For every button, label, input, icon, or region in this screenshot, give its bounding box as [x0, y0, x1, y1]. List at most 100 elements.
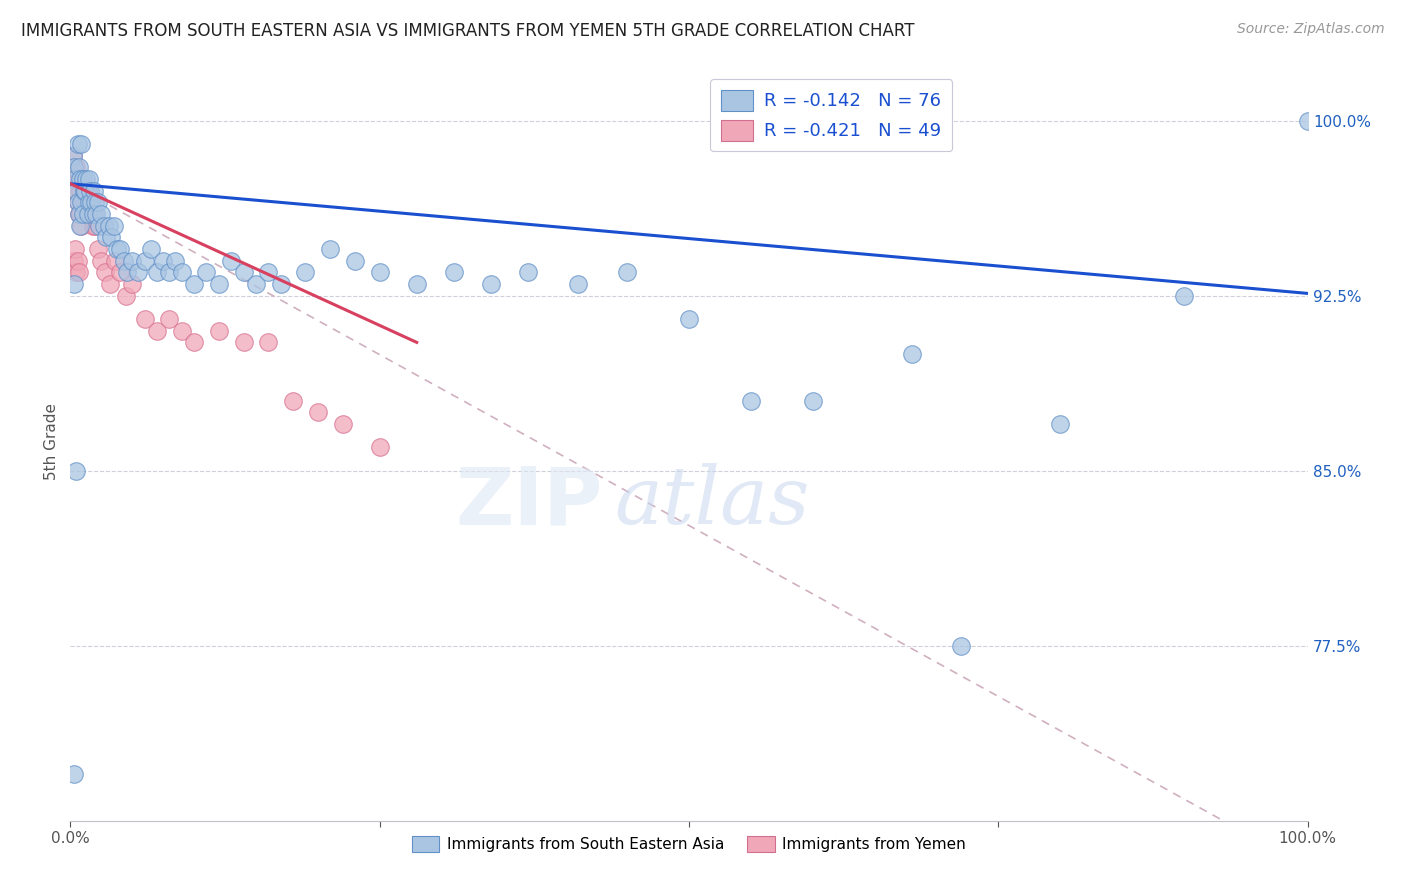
Text: atlas: atlas [614, 464, 810, 541]
Point [66, 137, 89, 152]
Point [84, 207, 107, 221]
Point [84, 195, 107, 210]
Point [75, 195, 97, 210]
Point [108, 242, 131, 256]
Point [170, 324, 193, 338]
Point [368, 265, 391, 279]
Point [82, 207, 104, 221]
Point [165, 253, 187, 268]
Point [90, 253, 112, 268]
Point [307, 405, 329, 419]
Point [70, 137, 93, 152]
Point [66, 253, 89, 268]
Point [72, 195, 94, 210]
Point [76, 207, 98, 221]
Point [90, 207, 112, 221]
Point [65, 172, 87, 186]
Point [63, 161, 86, 175]
Point [245, 277, 267, 291]
Point [127, 265, 149, 279]
Point [517, 265, 540, 279]
Point [63, 767, 86, 781]
Point [319, 242, 342, 256]
Point [73, 184, 96, 198]
Point [97, 219, 120, 233]
Point [70, 219, 93, 233]
Point [67, 207, 90, 221]
Point [73, 184, 96, 198]
Point [950, 639, 973, 653]
Point [146, 324, 169, 338]
Point [65, 184, 87, 198]
Point [105, 242, 128, 256]
Point [139, 242, 162, 256]
Point [83, 207, 105, 221]
Point [96, 230, 118, 244]
Point [208, 277, 231, 291]
Point [115, 265, 138, 279]
Point [84, 219, 107, 233]
Point [219, 253, 242, 268]
Point [232, 335, 254, 350]
Point [65, 265, 87, 279]
Point [232, 265, 254, 279]
Text: ZIP: ZIP [456, 463, 602, 541]
Point [77, 172, 100, 186]
Point [67, 265, 90, 279]
Point [616, 265, 638, 279]
Point [63, 253, 86, 268]
Point [80, 195, 103, 210]
Point [170, 265, 193, 279]
Point [65, 161, 87, 175]
Point [69, 207, 91, 221]
Point [79, 207, 101, 221]
Point [72, 172, 94, 186]
Point [443, 265, 465, 279]
Point [79, 184, 101, 198]
Point [98, 277, 121, 291]
Point [281, 393, 304, 408]
Point [195, 265, 218, 279]
Point [183, 277, 205, 291]
Point [94, 265, 117, 279]
Point [87, 219, 110, 233]
Point [740, 393, 762, 408]
Point [76, 184, 98, 198]
Point [567, 277, 589, 291]
Point [1049, 417, 1071, 431]
Point [1296, 113, 1319, 128]
Point [121, 277, 143, 291]
Text: Source: ZipAtlas.com: Source: ZipAtlas.com [1237, 22, 1385, 37]
Point [63, 277, 86, 291]
Text: IMMIGRANTS FROM SOUTH EASTERN ASIA VS IMMIGRANTS FROM YEMEN 5TH GRADE CORRELATIO: IMMIGRANTS FROM SOUTH EASTERN ASIA VS IM… [21, 22, 914, 40]
Point [100, 230, 122, 244]
Point [294, 265, 316, 279]
Point [86, 195, 108, 210]
Point [93, 219, 115, 233]
Point [70, 172, 93, 186]
Point [69, 184, 91, 198]
Point [67, 207, 90, 221]
Point [63, 161, 86, 175]
Point [121, 253, 143, 268]
Point [75, 207, 97, 221]
Point [66, 195, 89, 210]
Point [134, 253, 156, 268]
Point [69, 219, 91, 233]
Point [115, 289, 138, 303]
Point [62, 149, 84, 163]
Point [157, 312, 180, 326]
Point [108, 265, 131, 279]
Point [69, 172, 91, 186]
Point [77, 195, 100, 210]
Point [62, 149, 84, 163]
Point [208, 324, 231, 338]
Point [83, 184, 105, 198]
Point [80, 195, 103, 210]
Point [66, 172, 89, 186]
Point [183, 335, 205, 350]
Point [75, 184, 97, 198]
Point [257, 335, 280, 350]
Point [146, 265, 169, 279]
Point [65, 242, 87, 256]
